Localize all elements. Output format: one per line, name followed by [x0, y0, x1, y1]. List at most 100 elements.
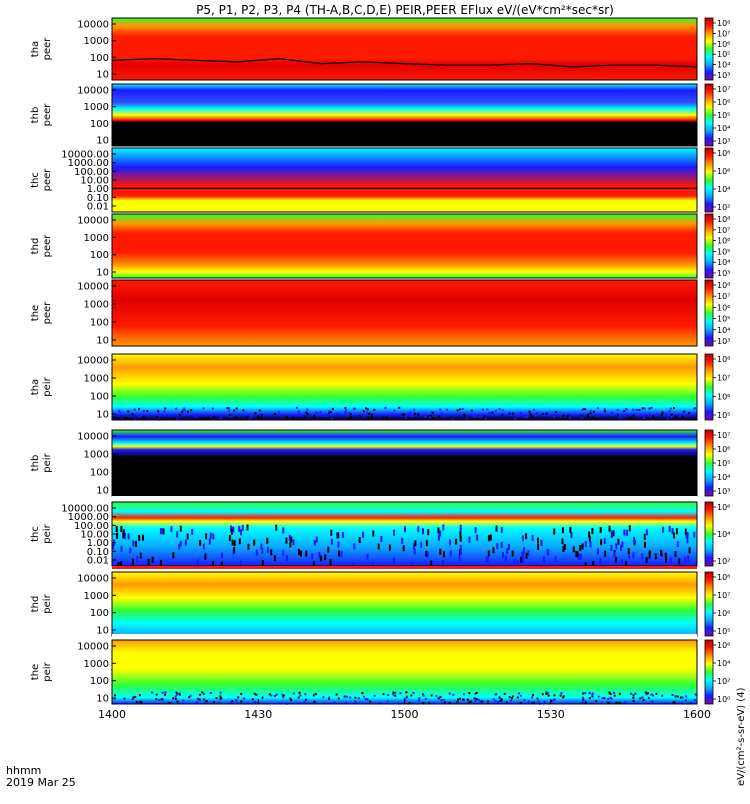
panel-thb-peir: 10000 1000 100 10 thb peir 10⁷ 10⁶ 10⁵ 10⁴ 10³ [30, 424, 730, 497]
y-tick-label: 100 [90, 53, 109, 64]
speckle-texture [112, 406, 697, 421]
colorbar-tha-peer [704, 17, 714, 81]
y-tick-label: 10 [96, 70, 109, 81]
y-tick-label: 10000 [77, 216, 109, 227]
colorbar-tick-label: 10³ [717, 71, 730, 80]
y-tick-label: 1000 [84, 102, 109, 113]
colorbar-tick-label: 10⁷ [717, 292, 730, 301]
trace-line-tha-peer [111, 57, 698, 68]
y-tick-label: 10000 [77, 282, 109, 293]
colorbar-tick-label: 10⁵ [717, 627, 730, 636]
x-axis-label-hhmm: hhmm [6, 764, 41, 777]
panel-the-peer: 10000 1000 100 10 the peer 10⁸ 10⁷ 10⁶ 10⁵ 10⁴ 10³ [30, 279, 730, 347]
y-tick-label: 10.00 [80, 176, 109, 187]
colorbar-tha-peir [704, 353, 714, 421]
colorbar-tick-label: 10⁷ [717, 591, 730, 600]
panel-label-probe: thb [30, 455, 41, 472]
colorbar-tick-label: 10² [717, 677, 730, 686]
x-tick-label: 1500 [391, 708, 419, 721]
y-tick-label: 100 [90, 119, 109, 130]
colorbar-tick-label: 10⁷ [717, 431, 730, 440]
colorbar-thc-peir [704, 501, 714, 567]
colorbar-tick-label: 10⁶ [717, 40, 730, 49]
spectrogram-tha-peer [112, 18, 697, 80]
panel-frame [111, 213, 698, 279]
y-tick-label: 10 [96, 694, 109, 705]
colorbar-tick-label: 10⁷ [717, 226, 730, 235]
spectrogram-the-peer [112, 280, 697, 346]
colorbar-tick-label: 10⁰ [717, 695, 730, 704]
panel-the-peir: 10000 1000 100 10 the peir 10⁶ 10⁴ 10² 10⁰ [30, 634, 730, 705]
panel-thd-peir: 10000 1000 100 10 thd peir 10⁸ 10⁷ 10⁶ 10⁵ [30, 566, 730, 637]
y-tick-label: 0.01 [87, 202, 109, 213]
y-tick-label: 10 [96, 486, 109, 497]
panel-frame [111, 17, 698, 81]
y-tick-label: 10 [96, 626, 109, 637]
colorbar-tick-label: 10⁴ [717, 258, 730, 267]
x-axis: 1400 1430 1500 1530 1600 [98, 699, 711, 721]
colorbar-tick-label: 10⁶ [717, 609, 730, 618]
panel-label-probe: the [30, 664, 41, 680]
panel-label-species: peer [42, 103, 53, 127]
x-axis-label-date: 2019 Mar 25 [6, 776, 76, 789]
colorbar-tick-label: 10⁸ [717, 573, 730, 582]
panel-gap-strip [112, 566, 697, 569]
colorbar-label: eV/(cm²-s-sr-eV) (4) [736, 687, 747, 786]
panel-label-probe: thc [30, 172, 41, 188]
colorbar-tick-label: 10⁴ [717, 185, 730, 194]
colorbar-tick-label: 10² [717, 557, 730, 566]
panel-label-probe: thd [30, 596, 41, 613]
y-tick-label: 100.00 [74, 521, 109, 532]
panel-label-species: peer [42, 234, 53, 258]
y-tick-label: 10 [96, 410, 109, 421]
panel-frame [111, 83, 698, 147]
colorbar-tick-label: 10³ [717, 487, 730, 496]
y-tick-label: 10 [96, 336, 109, 347]
y-tick-label: 1000.00 [68, 512, 109, 523]
y-tick-label: 100 [90, 676, 109, 687]
panel-label-species: peir [42, 661, 53, 681]
colorbar-tick-label: 10⁶ [717, 445, 730, 454]
speckle-texture [112, 524, 696, 569]
y-tick-label: 10000 [77, 20, 109, 31]
panel-label-probe: thc [30, 526, 41, 542]
y-tick-label: 10.00 [80, 530, 109, 541]
colorbar-tick-label: 10⁴ [717, 659, 730, 668]
y-tick-label: 10000 [77, 432, 109, 443]
colorbar-tick-label: 10⁷ [717, 29, 730, 38]
y-tick-label: 100 [90, 318, 109, 329]
panel-gap-strip [112, 496, 697, 499]
colorbar-the-peir [704, 639, 714, 705]
speckle-texture [113, 691, 697, 705]
colorbar-tick-label: 10⁴ [717, 326, 730, 335]
colorbar-tick-label: 10⁴ [717, 473, 730, 482]
panel-label-species: peir [42, 452, 53, 472]
colorbar-tick-label: 10⁸ [717, 149, 730, 158]
panel-frame [111, 353, 698, 421]
colorbar-tick-label: 10⁶ [717, 303, 730, 312]
panel-label-probe: the [30, 305, 41, 321]
panel-label-probe: thb [30, 107, 41, 124]
panel-label-probe: tha [30, 41, 41, 57]
y-tick-label: 1000 [84, 233, 109, 244]
colorbar-tick-label: 10³ [717, 137, 730, 146]
colorbar-tick-label: 10⁷ [717, 85, 730, 94]
y-tick-label: 10000 [77, 574, 109, 585]
colorbar-tick-label: 10⁵ [717, 315, 730, 324]
y-tick-label: 100 [90, 468, 109, 479]
panel-label-species: peir [42, 593, 53, 613]
y-tick-label: 0.01 [87, 556, 109, 567]
figure-title: P5, P1, P2, P3, P4 (TH-A,B,C,D,E) PEIR,P… [196, 3, 614, 17]
colorbar-tick-label: 10⁸ [717, 19, 730, 28]
colorbar-tick-label: 10² [717, 203, 730, 212]
colorbar-thd-peer [704, 213, 714, 279]
colorbar-thc-peer [704, 147, 714, 213]
panel-label-species: peer [42, 301, 53, 325]
panel-tha-peir: 10000 1000 100 10 tha peir 10⁸ 10⁷ 10⁶ 10⁵ [30, 348, 730, 421]
panel-label-probe: thd [30, 238, 41, 255]
